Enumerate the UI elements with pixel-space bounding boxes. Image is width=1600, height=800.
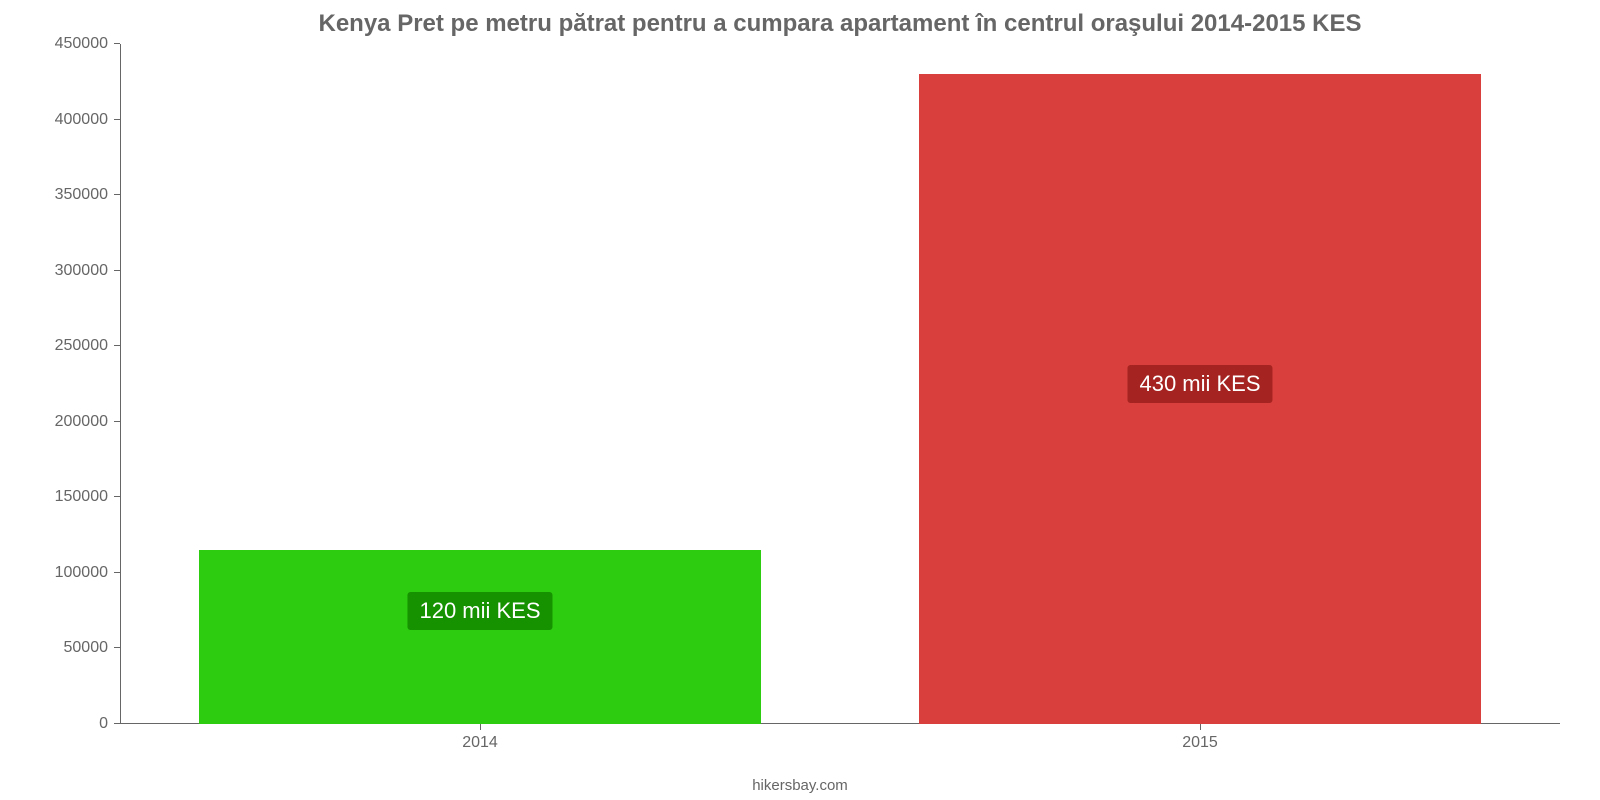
y-tick-label: 100000	[55, 564, 108, 582]
y-tick-label: 150000	[55, 488, 108, 506]
y-tick-label: 400000	[55, 111, 108, 129]
bars-area: 2014120 mii KES2015430 mii KES	[120, 44, 1560, 724]
y-tick-label: 200000	[55, 413, 108, 431]
x-tick-label: 2015	[1182, 734, 1218, 752]
y-tick-label: 300000	[55, 262, 108, 280]
y-tick-label: 250000	[55, 337, 108, 355]
y-tick-label: 350000	[55, 186, 108, 204]
x-tick-mark	[480, 724, 481, 730]
x-tick-mark	[1200, 724, 1201, 730]
bar-value-label: 120 mii KES	[407, 592, 552, 630]
plot-area: 0500001000001500002000002500003000003500…	[120, 44, 1560, 724]
chart-container: Kenya Pret pe metru pătrat pentru a cump…	[0, 0, 1600, 800]
x-tick-label: 2014	[462, 734, 498, 752]
y-axis: 0500001000001500002000002500003000003500…	[110, 44, 120, 724]
bar-value-label: 430 mii KES	[1127, 365, 1272, 403]
y-tick-label: 0	[99, 715, 108, 733]
chart-footer: hikersbay.com	[0, 777, 1600, 794]
y-tick-label: 450000	[55, 35, 108, 53]
y-tick-label: 50000	[64, 639, 109, 657]
chart-title: Kenya Pret pe metru pătrat pentru a cump…	[120, 10, 1560, 38]
bar	[199, 550, 761, 724]
